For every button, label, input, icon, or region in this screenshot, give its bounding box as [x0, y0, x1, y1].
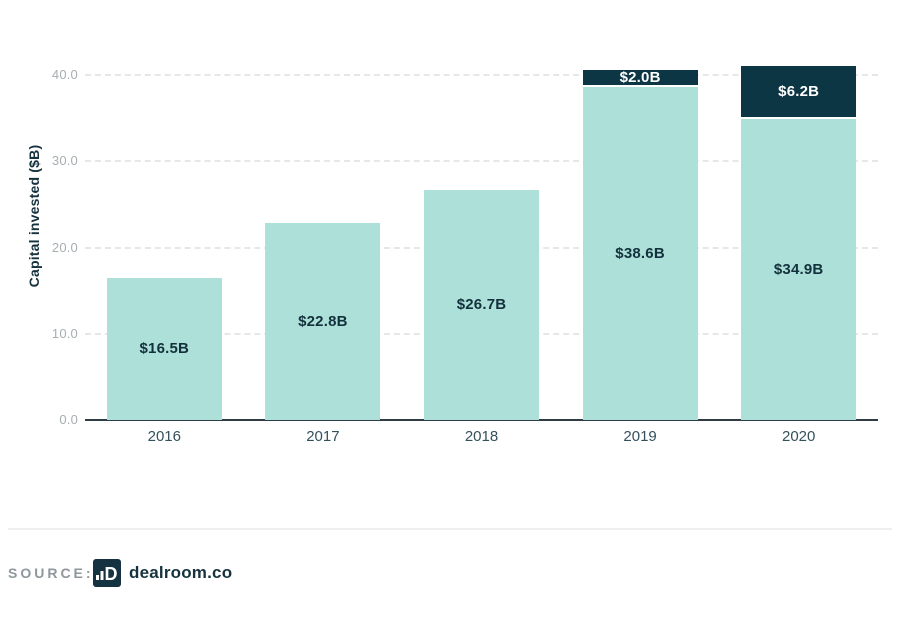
bar-value-label: $6.2B [778, 82, 820, 100]
x-tick-label-2020: 2020 [782, 428, 816, 445]
bar-value-label: $22.8B [298, 313, 348, 331]
x-tick-label-2018: 2018 [464, 428, 499, 445]
bar-2019-bottom_segment: $38.6B [582, 87, 698, 420]
source-label: SOURCE: [8, 565, 94, 581]
bar-value-label: $34.9B [773, 260, 824, 278]
bar-2020-top_segment: $6.2B [741, 65, 857, 119]
bar-value-label: $38.6B [615, 245, 665, 263]
x-tick-label-2017: 2017 [306, 428, 340, 445]
bar-2018-bottom_segment: $26.7B [424, 189, 539, 420]
bar-2016-bottom_segment: $16.5B [106, 277, 222, 420]
bar-2017-bottom_segment: $22.8B [265, 223, 381, 420]
gridline-30.0 [85, 160, 878, 163]
x-tick-label-2016: 2016 [147, 428, 181, 445]
x-axis-baseline [85, 419, 878, 421]
y-tick-label: 40.0 [51, 67, 78, 82]
bar-2020-bottom_segment: $34.9B [741, 118, 857, 420]
y-tick-label: 10.0 [51, 325, 78, 341]
bar-value-label: $2.0B [619, 68, 661, 86]
gridline-40.0 [85, 74, 878, 76]
bar-value-label: $26.7B [456, 296, 507, 314]
svg-text:D: D [105, 564, 118, 583]
x-tick-label-2019: 2019 [623, 428, 657, 445]
y-axis-title: Capital invested ($B) [26, 144, 42, 288]
brand-name: dealroom.co [129, 563, 233, 582]
footer-divider [8, 528, 892, 530]
y-tick-label: 30.0 [51, 153, 78, 169]
y-tick-label: 0.0 [59, 412, 78, 427]
source-row: SOURCE: D dealroom.co [8, 558, 568, 590]
dealroom-logo-icon: D [93, 559, 121, 587]
bar-value-label: $16.5B [139, 340, 190, 358]
dealroom-logo-glyph: D [96, 564, 118, 583]
bar-2019-top_segment: $2.0B [582, 68, 698, 88]
y-tick-label: 20.0 [51, 239, 78, 255]
